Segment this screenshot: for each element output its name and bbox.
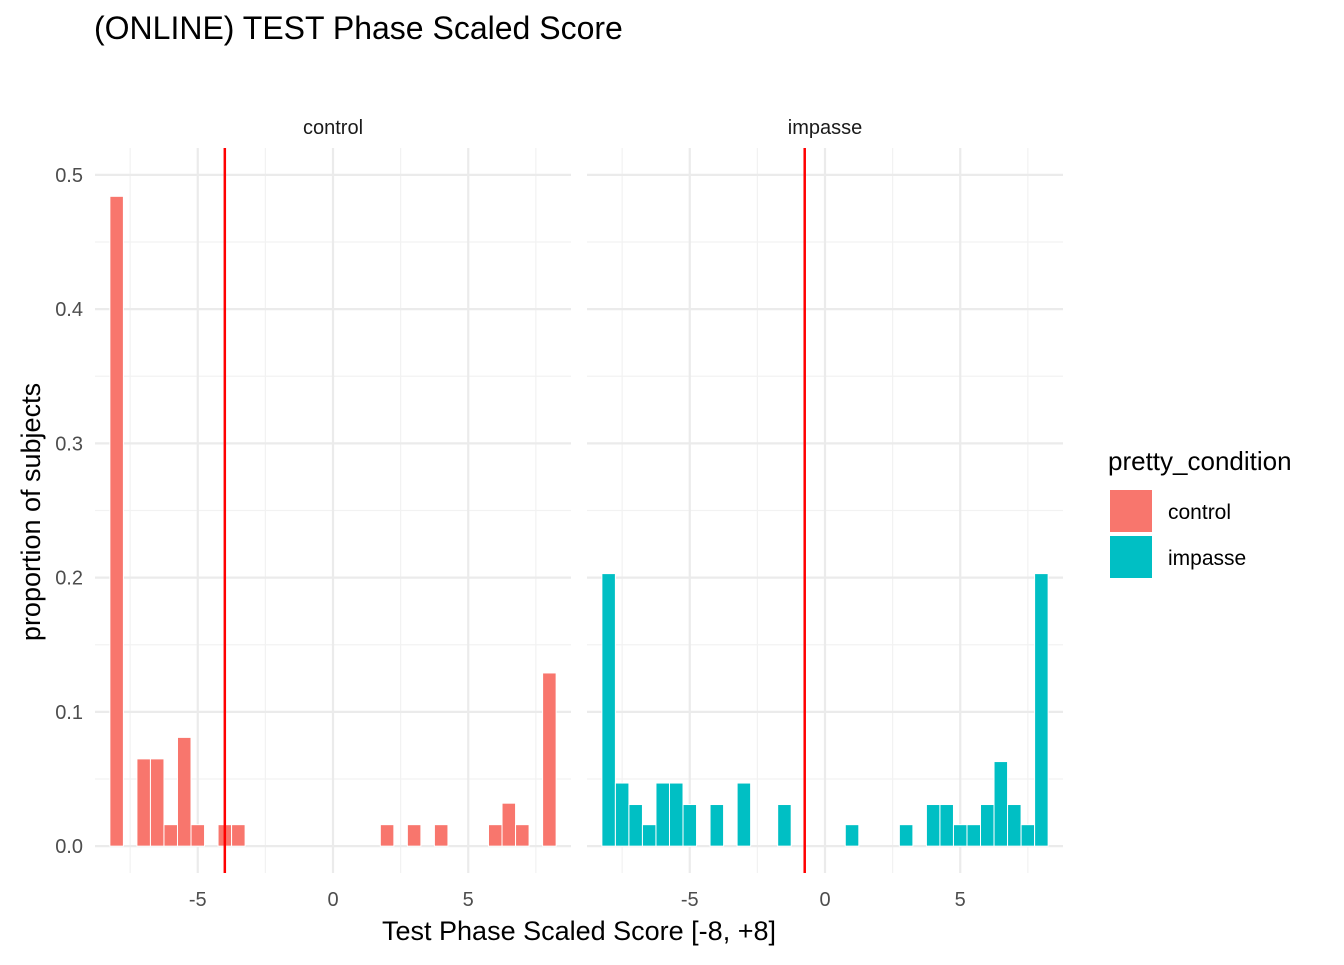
histogram-bar	[980, 804, 995, 847]
histogram-bar	[925, 804, 941, 847]
x-axis-label: Test Phase Scaled Score [-8, +8]	[382, 916, 776, 946]
histogram-bar	[709, 804, 725, 847]
x-tick-label: 0	[327, 889, 338, 911]
histogram-bar	[1034, 573, 1049, 847]
facet-panel-impasse: impasse -5 0 5	[587, 117, 1063, 911]
histogram-bar	[614, 782, 630, 847]
x-tick-label: -5	[681, 889, 699, 911]
panel-grid	[95, 148, 571, 873]
legend-label: impasse	[1168, 547, 1246, 570]
histogram-bar	[501, 802, 517, 847]
legend-label: control	[1168, 501, 1231, 524]
histogram-bar	[993, 761, 1009, 847]
histogram-bar	[1007, 804, 1022, 847]
histogram-bar	[682, 804, 698, 847]
legend-title: pretty_condition	[1108, 446, 1292, 476]
legend-swatch	[1110, 490, 1152, 532]
facet-strip-label: control	[303, 117, 363, 139]
legend-items: control impasse	[1110, 490, 1246, 578]
histogram-bar	[601, 573, 616, 847]
histogram-bar	[176, 736, 192, 847]
histogram-bar	[628, 804, 643, 847]
histogram-bar	[379, 824, 395, 847]
histogram-bar	[641, 824, 657, 847]
y-tick-label: 0.4	[55, 299, 83, 321]
histogram-bar	[655, 782, 670, 847]
histogram-bars	[109, 195, 557, 847]
histogram-bar	[898, 824, 914, 847]
legend-item-control: control	[1110, 490, 1231, 532]
y-axis: 0.0 0.1 0.2 0.3 0.4 0.5	[55, 165, 83, 858]
histogram-bar	[966, 824, 982, 847]
x-tick-label: 5	[955, 889, 966, 911]
legend: pretty_condition control impasse	[1108, 446, 1292, 578]
legend-item-impasse: impasse	[1110, 536, 1246, 578]
legend-swatch	[1110, 536, 1152, 578]
histogram-bar	[149, 758, 165, 847]
chart-title: (ONLINE) TEST Phase Scaled Score	[94, 10, 623, 46]
y-axis-label: proportion of subjects	[16, 383, 46, 641]
histogram-bar	[668, 782, 684, 847]
histogram-bar	[939, 804, 954, 847]
histogram-bars	[601, 573, 1049, 847]
histogram-bar	[736, 782, 752, 847]
x-tick-labels: -5 0 5	[681, 889, 966, 911]
histogram-bar	[190, 824, 206, 847]
histogram-bar	[952, 824, 968, 847]
histogram-bar	[406, 824, 422, 847]
panel-grid	[587, 148, 1063, 873]
y-tick-label: 0.3	[55, 433, 83, 455]
histogram-bar	[231, 824, 246, 847]
histogram-bar	[1020, 824, 1036, 847]
x-tick-label: 5	[463, 889, 474, 911]
x-tick-labels: -5 0 5	[189, 889, 474, 911]
histogram-bar	[844, 824, 860, 847]
histogram-bar	[777, 804, 792, 847]
histogram-bar	[163, 824, 178, 847]
histogram-bar	[136, 758, 151, 847]
y-tick-label: 0.2	[55, 568, 83, 590]
histogram-bar	[109, 195, 124, 847]
x-tick-label: 0	[819, 889, 830, 911]
x-tick-label: -5	[189, 889, 207, 911]
histogram-bar	[542, 672, 557, 847]
facet-panels: control -5 0 5 impasse -5 0 5	[95, 117, 1063, 911]
facet-panel-control: control -5 0 5	[95, 117, 571, 911]
y-tick-label: 0.5	[55, 165, 83, 187]
histogram-bar	[433, 824, 449, 847]
facet-strip-label: impasse	[788, 117, 862, 139]
y-tick-label: 0.1	[55, 702, 83, 724]
y-tick-label: 0.0	[55, 836, 83, 858]
histogram-bar	[488, 824, 503, 847]
histogram-bar	[515, 824, 530, 847]
